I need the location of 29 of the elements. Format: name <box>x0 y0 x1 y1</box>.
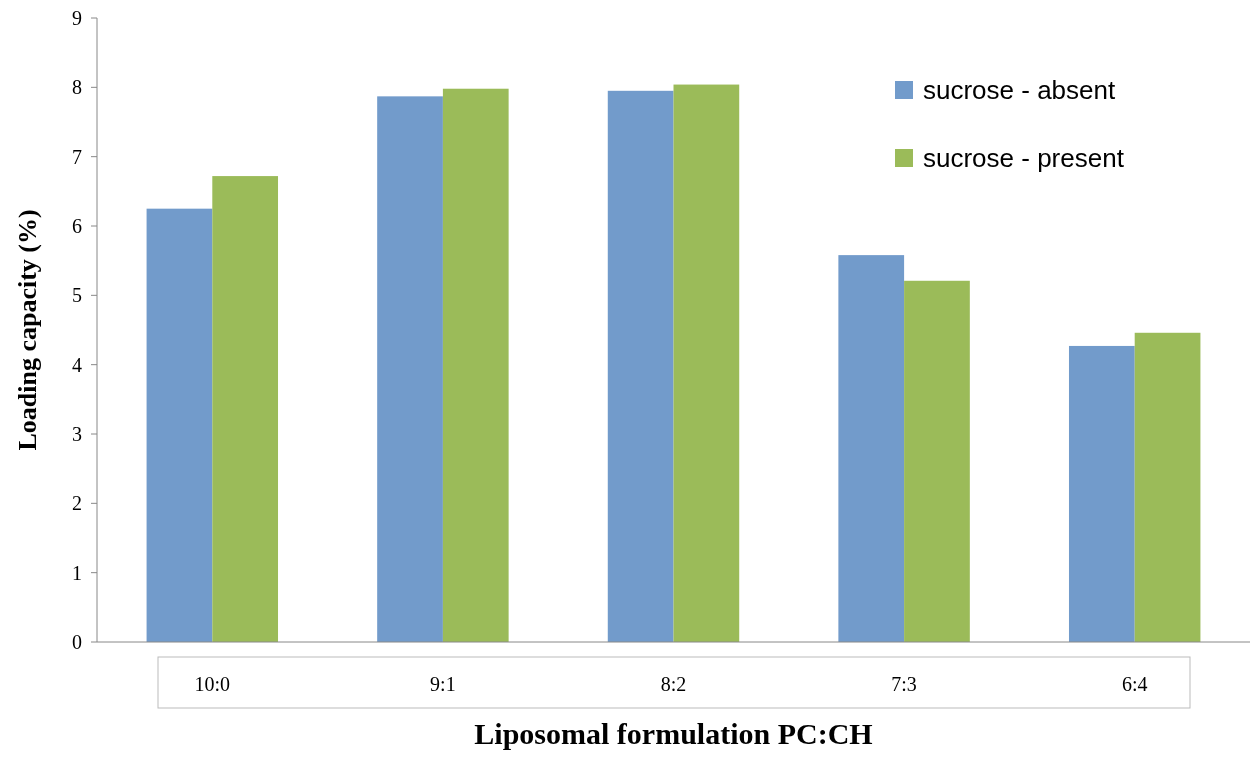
legend-label: sucrose - present <box>923 143 1125 174</box>
y-tick-label: 3 <box>72 423 82 445</box>
y-tick-label: 8 <box>72 76 82 99</box>
bar <box>1134 332 1201 642</box>
bar <box>1068 345 1135 642</box>
x-tick-label: 9:1 <box>430 673 456 695</box>
y-tick-label: 4 <box>72 353 82 376</box>
y-axis-title: Loading capacity (%) <box>13 209 42 451</box>
x-tick-label: 8:2 <box>660 673 687 695</box>
bar <box>904 280 970 642</box>
bar <box>442 88 509 642</box>
y-tick-label: 0 <box>72 631 82 653</box>
bar <box>377 96 443 642</box>
x-axis-title: Liposomal formulation PC:CH <box>474 717 873 750</box>
y-tick-label: 7 <box>72 145 82 168</box>
x-tick-label: 6:4 <box>1121 673 1148 695</box>
y-tick-label: 9 <box>72 7 82 29</box>
legend-label: sucrose - absent <box>923 75 1116 106</box>
bar <box>673 84 740 642</box>
bar <box>838 255 905 642</box>
y-tick-label: 1 <box>72 561 82 584</box>
bar <box>607 90 674 642</box>
y-tick-label: 2 <box>72 492 82 515</box>
x-tick-label: 10:0 <box>194 673 231 695</box>
bar <box>212 176 279 642</box>
y-tick-label: 5 <box>72 284 82 307</box>
y-tick-label: 6 <box>72 215 82 237</box>
x-tick-label: 7:3 <box>891 673 917 695</box>
bar <box>146 208 213 642</box>
